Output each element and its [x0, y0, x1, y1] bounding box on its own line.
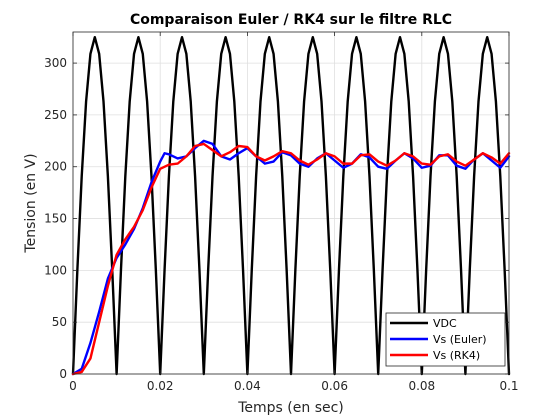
- y-tick-label: 150: [44, 212, 67, 226]
- y-tick-label: 250: [44, 108, 67, 122]
- x-tick-label: 0.06: [321, 379, 348, 393]
- x-tick-label: 0: [69, 379, 77, 393]
- legend-entry-0: VDC: [433, 317, 457, 330]
- legend-entry-2: Vs (RK4): [433, 349, 480, 362]
- y-tick-label: 0: [59, 367, 67, 381]
- x-tick-label: 0.02: [147, 379, 174, 393]
- legend-entry-1: Vs (Euler): [433, 333, 487, 346]
- plot-frame: [72, 31, 510, 375]
- y-tick-label: 300: [44, 56, 67, 70]
- grid: [72, 32, 510, 375]
- y-tick-label: 50: [52, 315, 67, 329]
- y-tick-label: 100: [44, 263, 67, 277]
- chart-title: Comparaison Euler / RK4 sur le filtre RL…: [130, 12, 452, 28]
- x-axis-label: Temps (en sec): [237, 400, 344, 416]
- y-axis-label: Tension (en V): [23, 153, 39, 253]
- tick-labels: 0 0.02 0.04 0.06 0.08 0.1 0 50 100 150 200 250 300: [44, 56, 518, 393]
- x-tick-label: 0.04: [234, 379, 261, 393]
- series-line-2: [71, 142, 511, 376]
- y-tick-label: 200: [44, 160, 67, 174]
- legend: VDC Vs (Euler) Vs (RK4): [385, 312, 506, 367]
- x-tick-label: 0.1: [499, 379, 518, 393]
- ticks: [72, 32, 510, 375]
- x-tick-label: 0.08: [408, 379, 435, 393]
